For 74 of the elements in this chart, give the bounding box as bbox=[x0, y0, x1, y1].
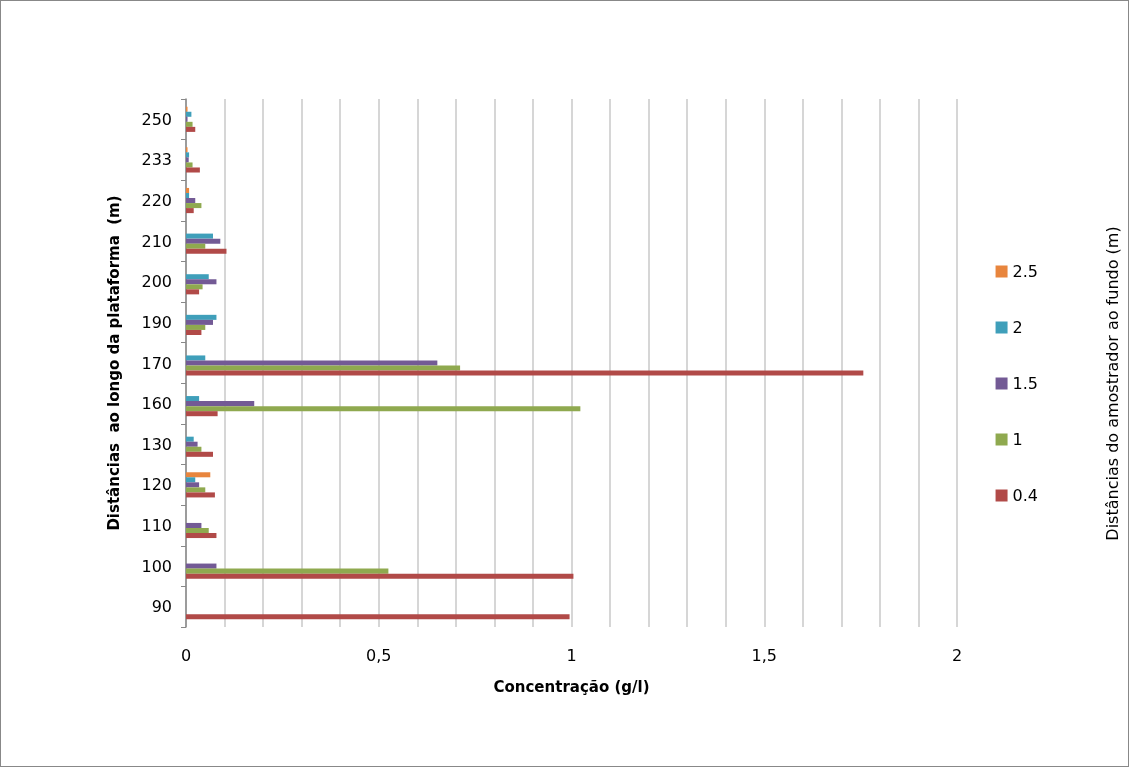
bar bbox=[186, 208, 194, 214]
bar bbox=[186, 167, 200, 173]
bar bbox=[186, 614, 570, 620]
y-tick-label: 250 bbox=[141, 109, 172, 129]
bar bbox=[186, 233, 213, 239]
bar bbox=[186, 126, 196, 132]
x-tick-label: 1 bbox=[566, 645, 577, 665]
bar bbox=[186, 198, 196, 204]
bar bbox=[186, 436, 194, 442]
y-tick-label: 233 bbox=[141, 150, 172, 170]
bar bbox=[186, 472, 211, 478]
bar bbox=[186, 152, 190, 158]
bar bbox=[186, 324, 206, 330]
bar bbox=[186, 248, 227, 254]
bar bbox=[186, 370, 864, 376]
x-tick-label: 1,5 bbox=[751, 645, 777, 665]
y-axis-title: Distâncias ao longo da plataforma (m) bbox=[104, 195, 123, 531]
bar bbox=[186, 533, 217, 539]
bar bbox=[186, 121, 193, 127]
bar bbox=[186, 477, 196, 483]
bar bbox=[186, 446, 202, 452]
bar bbox=[186, 573, 574, 579]
y-tick-label: 200 bbox=[141, 272, 172, 292]
y-tick-label: 160 bbox=[141, 394, 172, 414]
bar bbox=[186, 360, 438, 366]
y-tick-label: 190 bbox=[141, 312, 172, 332]
bar bbox=[186, 451, 213, 457]
bar bbox=[186, 492, 215, 498]
bar bbox=[186, 157, 189, 163]
bar bbox=[186, 284, 203, 290]
legend-label: 1 bbox=[1012, 430, 1023, 449]
bar bbox=[186, 289, 200, 295]
y-tick-label: 90 bbox=[151, 597, 172, 617]
bar bbox=[186, 187, 190, 193]
x-tick-label: 0,5 bbox=[366, 645, 392, 665]
bar bbox=[186, 527, 209, 534]
bar bbox=[186, 563, 217, 569]
y-tick-label: 100 bbox=[141, 556, 172, 576]
bar bbox=[186, 355, 206, 361]
legend-label: 0.4 bbox=[1012, 486, 1039, 505]
bar bbox=[186, 487, 206, 493]
y-tick-label: 170 bbox=[141, 353, 172, 373]
bar bbox=[186, 279, 217, 285]
bar bbox=[186, 482, 200, 488]
bar bbox=[186, 401, 255, 407]
bar bbox=[186, 522, 202, 528]
bar bbox=[186, 243, 206, 249]
bar bbox=[186, 411, 218, 417]
bar bbox=[186, 396, 200, 402]
x-tick-label: 2 bbox=[951, 645, 963, 665]
y-tick-label: 210 bbox=[141, 231, 172, 251]
legend-label: 2 bbox=[1012, 318, 1023, 337]
bar bbox=[186, 329, 202, 335]
legend-label: 1.5 bbox=[1012, 374, 1039, 393]
x-tick-label: 0 bbox=[180, 645, 192, 665]
x-axis-title: Concentração (g/l) bbox=[493, 677, 650, 696]
bar bbox=[186, 203, 202, 209]
bar bbox=[186, 314, 217, 320]
bar bbox=[186, 162, 193, 168]
y-tick-label: 110 bbox=[141, 515, 172, 535]
bar bbox=[186, 111, 192, 117]
bar bbox=[186, 238, 221, 244]
bar bbox=[186, 406, 581, 412]
bar bbox=[186, 441, 198, 447]
y-tick-label: 120 bbox=[141, 475, 172, 495]
bar bbox=[186, 568, 389, 574]
y-tick-label: 130 bbox=[141, 434, 172, 454]
legend-label: 2.5 bbox=[1012, 262, 1039, 281]
bar bbox=[186, 319, 213, 325]
bar bbox=[186, 274, 209, 280]
bar bbox=[186, 365, 461, 371]
bar bbox=[186, 192, 190, 199]
legend-title: Distâncias do amostrador ao fundo (m) bbox=[1102, 226, 1122, 541]
y-tick-label: 220 bbox=[141, 191, 172, 211]
